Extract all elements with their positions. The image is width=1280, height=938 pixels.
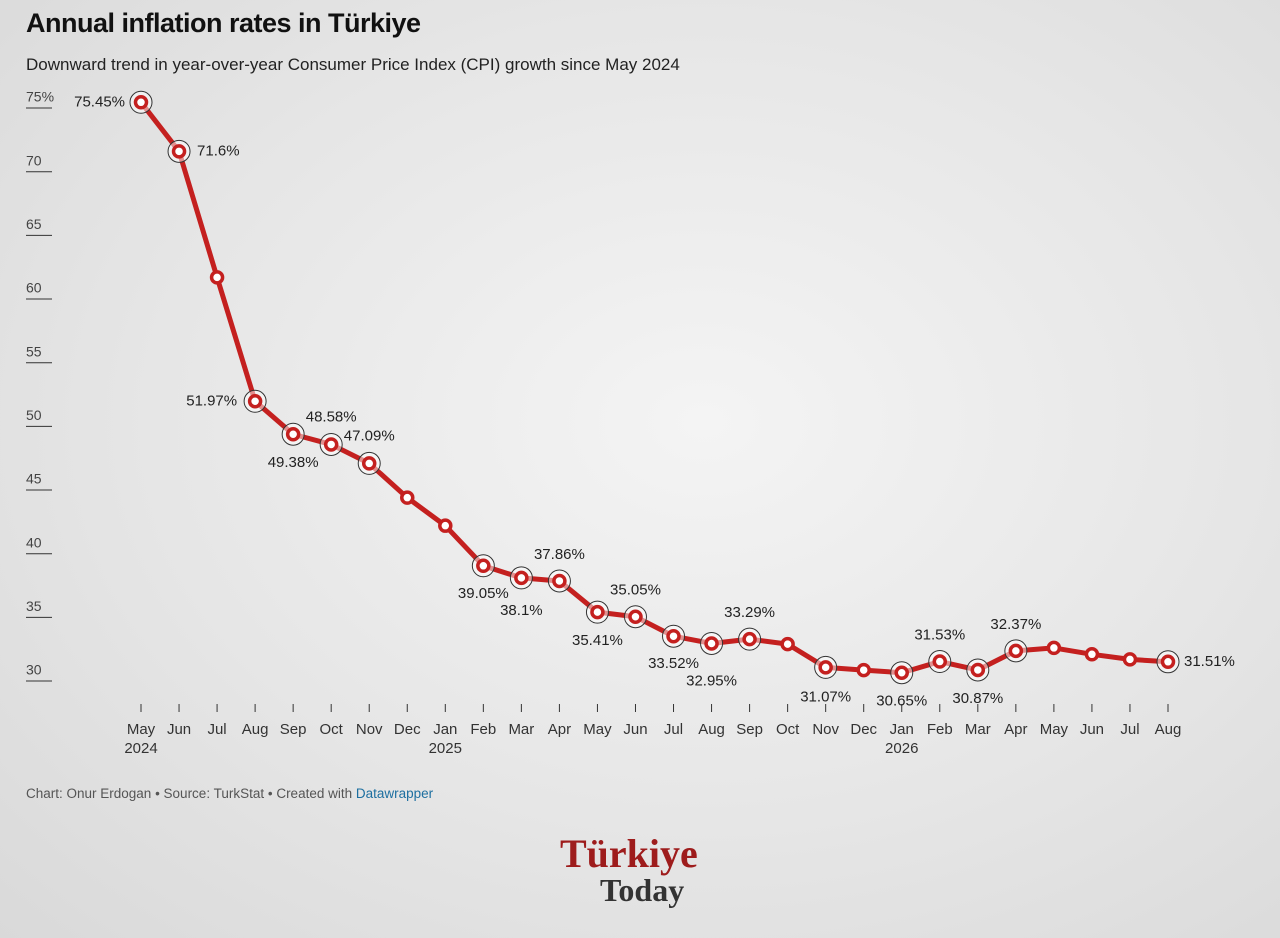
footer-text: Chart: Onur Erdogan • Source: TurkStat •… [26, 786, 356, 801]
marker [932, 654, 948, 669]
x-tick-label: Mar [964, 721, 991, 738]
x-tick-label: Nov [355, 721, 383, 738]
marker [742, 631, 757, 647]
marker [780, 636, 795, 652]
y-tick-label: 75% [26, 89, 54, 105]
marker [1046, 640, 1062, 656]
x-tick-label: Oct [319, 721, 343, 738]
marker [476, 558, 491, 574]
marker [438, 518, 453, 533]
value-label: 39.05% [458, 585, 509, 602]
marker [628, 609, 643, 624]
y-tick-label: 55 [26, 343, 42, 359]
value-label: 32.95% [686, 672, 737, 689]
x-tick-label: Feb [926, 721, 953, 738]
value-label: 51.97% [186, 392, 237, 409]
x-tick-label: May 2024 [124, 721, 158, 757]
marker [1122, 652, 1138, 667]
value-label: 75.45% [74, 93, 125, 110]
x-tick-label: Sep [279, 721, 307, 738]
marker [400, 490, 415, 505]
marker [894, 665, 909, 681]
marker [1008, 643, 1024, 659]
x-tick-label: Jun [1079, 721, 1105, 738]
x-tick-label: May [1039, 721, 1069, 738]
marker [247, 394, 263, 409]
value-label: 47.09% [344, 427, 395, 444]
marker [1160, 654, 1176, 670]
x-tick-label: Jul [207, 721, 227, 738]
marker [133, 95, 149, 110]
y-tick-label: 40 [26, 534, 42, 550]
x-tick-label: Jul [663, 721, 684, 738]
value-label: 71.6% [197, 142, 240, 159]
y-tick-label: 70 [26, 152, 42, 168]
y-tick-label: 65 [26, 216, 42, 232]
x-tick-label: Dec [393, 721, 421, 738]
x-tick-label: Apr [547, 721, 572, 738]
marker [818, 660, 833, 675]
value-label: 35.05% [610, 582, 661, 599]
x-tick-label: Jun [166, 721, 192, 738]
logo-line1: Türkiye [560, 831, 698, 876]
x-tick-label: May [583, 721, 612, 738]
marker [285, 427, 301, 442]
x-tick-label: Nov [812, 721, 839, 738]
value-label: 37.86% [534, 546, 585, 563]
x-tick-label: Mar [508, 721, 535, 738]
value-label: 35.41% [572, 632, 623, 649]
x-tick-label: Apr [1004, 721, 1028, 738]
marker [171, 144, 187, 159]
x-tick-label: Feb [470, 721, 497, 738]
value-label: 48.58% [306, 408, 357, 425]
x-tick-label: Oct [775, 721, 800, 738]
marker [704, 636, 719, 651]
value-label: 31.53% [914, 627, 965, 644]
value-label: 32.37% [990, 616, 1041, 633]
y-tick-label: 30 [26, 662, 42, 678]
value-label: 33.29% [724, 604, 775, 621]
marker [552, 573, 567, 589]
value-label: 30.65% [876, 693, 927, 710]
marker [666, 628, 681, 644]
marker [209, 270, 225, 285]
y-tick-label: 60 [26, 280, 42, 296]
line [139, 100, 1169, 676]
value-label: 31.07% [800, 688, 851, 705]
marker [514, 570, 529, 586]
footer: Chart: Onur Erdogan • Source: TurkStat •… [26, 786, 433, 801]
logo-line2: Today [600, 872, 685, 908]
x-tick-label: Jan 2025 [428, 721, 462, 757]
value-label: 30.87% [952, 690, 1003, 707]
y-tick-label: 50 [26, 407, 42, 423]
value-label: 49.38% [268, 454, 319, 471]
x-tick-label: Jun [623, 721, 648, 738]
x-tick-label: Dec [850, 721, 878, 738]
x-tick-label: Aug [241, 721, 269, 738]
value-label: 31.51% [1184, 653, 1235, 670]
x-tick-label: Aug [1154, 721, 1182, 738]
footer-link[interactable]: Datawrapper [355, 786, 434, 801]
marker [361, 456, 377, 471]
x-tick-label: Jan 2026 [885, 721, 919, 757]
marker [970, 662, 986, 678]
x-tick-label: Aug [698, 721, 725, 738]
marker [590, 604, 605, 620]
marker [856, 662, 871, 678]
y-tick-label: 35 [26, 598, 42, 614]
marker [1084, 647, 1100, 662]
x-tick-label: Jul [1120, 721, 1140, 738]
value-label: 33.52% [648, 655, 699, 672]
value-label: 38.1% [500, 602, 543, 619]
x-tick-label: Sep [736, 721, 763, 738]
marker [323, 437, 339, 452]
chart-title: Annual inflation rates in Türkiye [26, 8, 421, 38]
chart-subtitle: Downward trend in year-over-year Consume… [26, 55, 680, 74]
y-tick-label: 45 [26, 471, 42, 487]
